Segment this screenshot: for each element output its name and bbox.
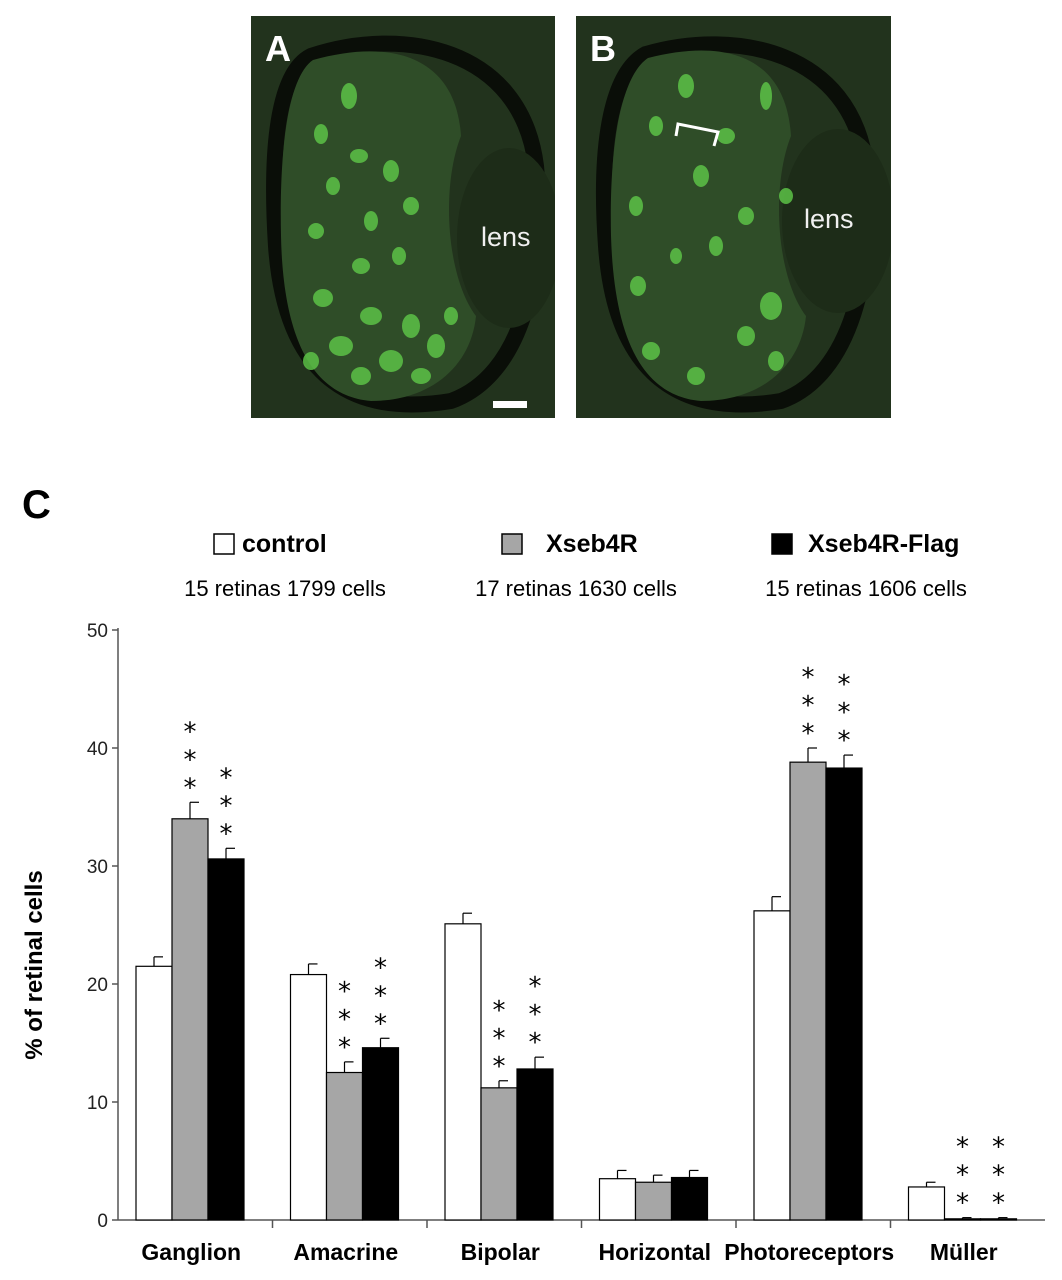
panel-letter-a: A [265, 28, 291, 69]
significance-stars: * * * [338, 977, 351, 1063]
legend-count-control: 15 retinas 1799 cells [184, 576, 386, 601]
bar-xseb4r-ganglion [171, 818, 209, 1221]
bar-xseb4r-flag-photoreceptors [825, 767, 863, 1221]
y-axis-label: % of retinal cells [21, 870, 48, 1059]
significance-stars: * * * [374, 953, 387, 1039]
panel-letter-c: C [22, 483, 51, 527]
y-tick-label: 20 [87, 975, 108, 996]
y-tick-label: 0 [97, 1211, 108, 1232]
significance-stars: * * * [838, 670, 851, 756]
x-label-horizontal: Horizontal [599, 1239, 711, 1265]
legend-label-xseb4r: Xseb4R [546, 530, 638, 558]
bar-control-bipolar [444, 923, 482, 1221]
x-label-bipolar: Bipolar [461, 1239, 540, 1265]
x-label-müller: Müller [930, 1239, 998, 1265]
bar-xseb4r-bipolar [480, 1087, 518, 1221]
bar-xseb4r-flag-müller [979, 1218, 1018, 1221]
bar-xseb4r-photoreceptors [789, 761, 827, 1221]
layer-bracket [674, 122, 720, 147]
significance-stars: * * * [220, 763, 233, 849]
retinal-cell-bar-chart: C control 15 retinas 1799 cells Xseb4R 1… [21, 483, 1045, 1265]
bar-control-photoreceptors [753, 910, 791, 1221]
legend-count-xseb4r-flag: 15 retinas 1606 cells [765, 576, 967, 601]
x-label-amacrine: Amacrine [293, 1239, 398, 1265]
legend-count-xseb4r: 17 retinas 1630 cells [475, 576, 677, 601]
bar-xseb4r-flag-horizontal [670, 1176, 709, 1221]
bar-xseb4r-flag-amacrine [361, 1047, 400, 1221]
lens-label-b: lens [804, 204, 854, 234]
significance-stars: * * * [956, 1133, 969, 1219]
legend: control 15 retinas 1799 cells Xseb4R 17 … [184, 530, 967, 601]
lens-label-a: lens [481, 222, 531, 252]
y-tick-label: 10 [87, 1093, 108, 1114]
significance-stars: * * * [184, 717, 197, 803]
micrograph-panel-a: A lens [251, 16, 555, 418]
panel-letter-b: B [590, 28, 616, 69]
retina-micrograph-b [576, 16, 891, 418]
significance-stars: * * * [493, 996, 506, 1082]
scale-bar [493, 401, 527, 408]
significance-stars: * * * [802, 663, 815, 749]
bar-control-müller [907, 1186, 946, 1221]
legend-swatch-xseb4r-flag [771, 533, 793, 555]
significance-stars: * * * [992, 1133, 1005, 1219]
legend-swatch-xseb4r [501, 533, 523, 555]
x-axis-labels: Ganglion Amacrine Bipolar Horizontal Photore… [141, 1239, 997, 1265]
micrograph-panel-b: B lens [576, 16, 891, 418]
bar-xseb4r-flag-bipolar [516, 1068, 554, 1221]
bar-control-ganglion [135, 965, 173, 1221]
significance-stars: * * * [529, 972, 542, 1058]
y-tick-label: 50 [87, 621, 108, 642]
bar-control-horizontal [598, 1178, 637, 1221]
bar-control-amacrine [289, 973, 328, 1221]
bar-xseb4r-horizontal [634, 1181, 673, 1221]
axes: 0 10 20 30 40 50 [87, 621, 1045, 1232]
x-label-photoreceptors: Photoreceptors [724, 1239, 894, 1265]
retina-micrograph-a [251, 16, 555, 418]
legend-label-xseb4r-flag: Xseb4R-Flag [808, 530, 959, 558]
legend-swatch-control [213, 533, 235, 555]
legend-label-control: control [242, 530, 327, 558]
bar-xseb4r-amacrine [325, 1071, 364, 1221]
bar-xseb4r-flag-ganglion [207, 858, 245, 1221]
bars: * * * * * * * * * * * * * * * * * * * * * * * * * * * * * * [135, 663, 1018, 1221]
y-tick-label: 40 [87, 739, 108, 760]
bar-xseb4r-müller [943, 1218, 982, 1221]
x-label-ganglion: Ganglion [141, 1239, 241, 1265]
y-tick-label: 30 [87, 857, 108, 878]
